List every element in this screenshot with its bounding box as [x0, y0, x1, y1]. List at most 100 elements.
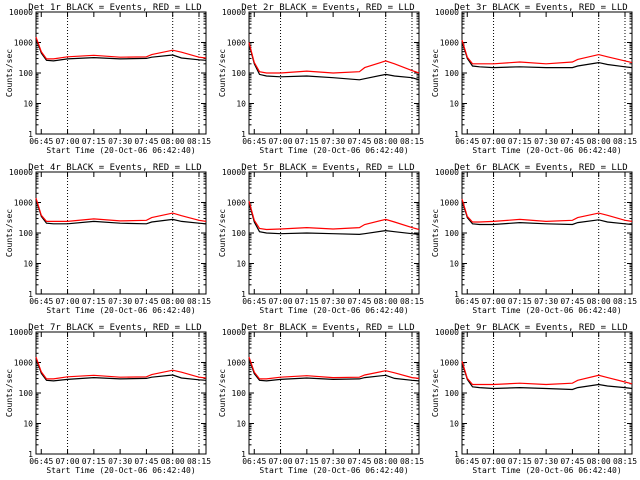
panel-title: Det 6r BLACK = Events, RED = LLD [454, 163, 627, 173]
x-tick-label: 07:45 [134, 457, 158, 466]
y-axis-label: Counts/sec [431, 369, 440, 417]
y-tick-label: 1000 [440, 39, 459, 48]
x-tick-label: 06:45 [29, 457, 53, 466]
panel-title: Det 9r BLACK = Events, RED = LLD [454, 323, 627, 333]
x-axis-label: Start Time (20-Oct-06 06:42:40) [46, 306, 195, 315]
x-tick-label: 07:30 [321, 457, 345, 466]
x-tick-label: 07:30 [534, 297, 558, 306]
y-tick-label: 10 [23, 100, 33, 109]
series-lld-line [248, 201, 420, 231]
y-tick-label: 1 [241, 130, 246, 139]
x-tick-label: 07:15 [82, 137, 106, 146]
x-tick-label: 06:45 [242, 297, 266, 306]
y-tick-label: 10 [23, 260, 33, 269]
plot-frame [35, 171, 207, 295]
y-tick-label: 10000 [9, 168, 33, 177]
x-tick-label: 06:45 [29, 137, 53, 146]
x-axis-label: Start Time (20-Oct-06 06:42:40) [472, 466, 621, 475]
series-events-line [248, 357, 420, 382]
panel-title: Det 2r BLACK = Events, RED = LLD [241, 3, 414, 13]
y-tick-label: 100 [232, 229, 247, 238]
x-tick-label: 08:00 [587, 457, 611, 466]
panel-1: 1 10 100 1000 10000 06:45 07:00 07:15 07:30 07:45… [5, 3, 211, 155]
series-lld-line [35, 197, 207, 222]
x-axis-label: Start Time (20-Oct-06 06:42:40) [259, 466, 408, 475]
x-axis-label: Start Time (20-Oct-06 06:42:40) [46, 466, 195, 475]
y-tick-label: 10 [449, 260, 459, 269]
y-tick-label: 100 [19, 229, 34, 238]
y-axis-label: Counts/sec [5, 49, 14, 97]
y-tick-label: 10000 [222, 328, 246, 337]
x-tick-label: 07:30 [534, 457, 558, 466]
y-tick-label: 1 [241, 450, 246, 459]
x-tick-label: 07:15 [295, 457, 319, 466]
series-events-line [248, 43, 420, 81]
y-tick-label: 1 [454, 130, 459, 139]
x-tick-label: 08:00 [161, 457, 185, 466]
y-tick-label: 10 [449, 420, 459, 429]
x-tick-label: 07:15 [508, 457, 532, 466]
x-tick-label: 07:00 [481, 137, 505, 146]
x-tick-label: 08:00 [161, 297, 185, 306]
y-axis-label: Counts/sec [431, 209, 440, 257]
panel-3: 1 10 100 1000 10000 06:45 07:00 07:15 07:30 07:45… [431, 3, 637, 155]
x-tick-label: 07:00 [55, 137, 79, 146]
y-tick-label: 10 [236, 260, 246, 269]
x-tick-label: 07:30 [321, 297, 345, 306]
y-tick-label: 10000 [435, 328, 459, 337]
y-tick-label: 100 [232, 389, 247, 398]
x-axis-label: Start Time (20-Oct-06 06:42:40) [259, 146, 408, 155]
x-tick-label: 08:00 [374, 457, 398, 466]
x-tick-label: 07:00 [481, 297, 505, 306]
panel-title: Det 7r BLACK = Events, RED = LLD [28, 323, 201, 333]
x-tick-label: 06:45 [242, 457, 266, 466]
series-events-line [461, 41, 633, 69]
x-tick-label: 08:15 [400, 297, 424, 306]
y-tick-label: 100 [445, 229, 460, 238]
y-tick-label: 1 [28, 290, 33, 299]
x-axis-label: Start Time (20-Oct-06 06:42:40) [472, 306, 621, 315]
x-tick-label: 07:45 [560, 137, 584, 146]
x-tick-label: 07:45 [347, 137, 371, 146]
series-lld-line [248, 356, 420, 380]
series-events-line [35, 198, 207, 225]
x-tick-label: 08:00 [374, 137, 398, 146]
y-tick-label: 10 [236, 100, 246, 109]
y-tick-label: 100 [232, 69, 247, 78]
panel-title: Det 5r BLACK = Events, RED = LLD [241, 163, 414, 173]
x-tick-label: 07:15 [508, 137, 532, 146]
plot-frame [248, 331, 420, 455]
x-tick-label: 07:15 [82, 297, 106, 306]
x-tick-label: 06:45 [455, 457, 479, 466]
x-tick-label: 07:45 [560, 297, 584, 306]
x-tick-label: 08:15 [400, 137, 424, 146]
y-tick-label: 1 [28, 450, 33, 459]
x-tick-label: 06:45 [242, 137, 266, 146]
y-tick-label: 1000 [14, 359, 33, 368]
series-lld-line [35, 356, 207, 380]
x-tick-label: 07:45 [134, 297, 158, 306]
x-tick-label: 06:45 [455, 137, 479, 146]
plot-frame [461, 11, 633, 135]
x-tick-label: 07:00 [268, 457, 292, 466]
y-tick-label: 10000 [9, 8, 33, 17]
x-tick-label: 06:45 [29, 297, 53, 306]
series-lld-line [248, 42, 420, 74]
y-tick-label: 1000 [14, 199, 33, 208]
y-axis-label: Counts/sec [5, 369, 14, 417]
x-axis-label: Start Time (20-Oct-06 06:42:40) [46, 146, 195, 155]
y-tick-label: 1000 [227, 199, 246, 208]
y-tick-label: 1000 [14, 39, 33, 48]
y-tick-label: 1 [241, 290, 246, 299]
x-tick-label: 08:00 [374, 297, 398, 306]
series-events-line [35, 357, 207, 382]
y-tick-label: 1 [454, 290, 459, 299]
y-tick-label: 1000 [227, 359, 246, 368]
x-tick-label: 07:30 [108, 457, 132, 466]
x-tick-label: 07:30 [108, 137, 132, 146]
y-tick-label: 1000 [227, 39, 246, 48]
x-tick-label: 08:15 [187, 297, 211, 306]
y-tick-label: 1000 [440, 199, 459, 208]
panel-8: 1 10 100 1000 10000 06:45 07:00 07:15 07:30 07:45… [218, 323, 424, 475]
